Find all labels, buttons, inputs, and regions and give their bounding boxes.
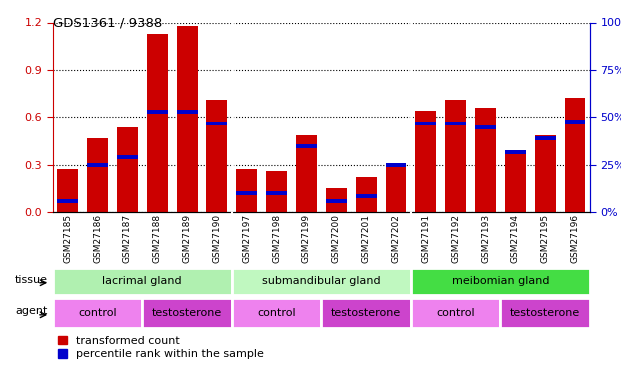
Bar	[564, 120, 586, 124]
Bar	[142, 298, 232, 328]
Text: testosterone: testosterone	[331, 308, 401, 318]
Text: GSM27189: GSM27189	[183, 214, 191, 263]
Bar	[326, 199, 347, 203]
Text: testosterone: testosterone	[510, 308, 580, 318]
Bar	[147, 33, 168, 212]
Text: GSM27201: GSM27201	[361, 214, 371, 263]
Text: GSM27192: GSM27192	[451, 214, 460, 263]
Text: GSM27193: GSM27193	[481, 214, 490, 263]
Text: GSM27197: GSM27197	[242, 214, 252, 263]
Text: control: control	[437, 308, 475, 318]
Bar	[386, 165, 406, 212]
Text: GSM27195: GSM27195	[541, 214, 550, 263]
Bar	[411, 268, 590, 295]
Bar	[57, 199, 78, 203]
Text: testosterone: testosterone	[152, 308, 222, 318]
Text: GSM27196: GSM27196	[571, 214, 579, 263]
Bar	[475, 124, 496, 129]
Bar	[505, 150, 526, 154]
Bar	[535, 136, 556, 140]
Bar	[87, 138, 108, 212]
Bar	[445, 100, 466, 212]
Bar	[53, 298, 142, 328]
Bar	[535, 135, 556, 212]
Text: control: control	[257, 308, 296, 318]
Bar	[117, 154, 138, 159]
Bar	[326, 188, 347, 212]
Bar	[53, 268, 232, 295]
Text: GSM27185: GSM27185	[63, 214, 72, 263]
Bar	[206, 122, 227, 126]
Text: GSM27202: GSM27202	[391, 214, 401, 263]
Bar	[296, 135, 317, 212]
Bar	[415, 122, 437, 126]
Legend: transformed count, percentile rank within the sample: transformed count, percentile rank withi…	[58, 336, 264, 359]
Bar	[266, 171, 287, 212]
Text: control: control	[78, 308, 117, 318]
Bar	[386, 162, 406, 166]
Bar	[415, 111, 437, 212]
Text: submandibular gland: submandibular gland	[262, 276, 381, 286]
Text: GSM27191: GSM27191	[421, 214, 430, 263]
Text: GSM27186: GSM27186	[93, 214, 102, 263]
Bar	[237, 191, 257, 195]
Text: GSM27188: GSM27188	[153, 214, 161, 263]
Text: GDS1361 / 9388: GDS1361 / 9388	[53, 17, 162, 30]
Bar	[501, 298, 590, 328]
Bar	[475, 108, 496, 212]
Bar	[117, 127, 138, 212]
Bar	[356, 194, 376, 198]
Bar	[237, 169, 257, 212]
Text: lacrimal gland: lacrimal gland	[102, 276, 182, 286]
Bar	[505, 153, 526, 212]
Bar	[322, 298, 411, 328]
Bar	[296, 144, 317, 148]
Bar	[87, 162, 108, 166]
Text: GSM27199: GSM27199	[302, 214, 311, 263]
Text: GSM27198: GSM27198	[272, 214, 281, 263]
Text: GSM27194: GSM27194	[511, 214, 520, 263]
Text: tissue: tissue	[15, 275, 48, 285]
Bar	[411, 298, 501, 328]
Bar	[232, 268, 411, 295]
Bar	[176, 111, 197, 114]
Bar	[564, 98, 586, 212]
Text: meibomian gland: meibomian gland	[451, 276, 549, 286]
Text: GSM27187: GSM27187	[123, 214, 132, 263]
Bar	[206, 100, 227, 212]
Bar	[57, 169, 78, 212]
Bar	[445, 122, 466, 126]
Bar	[147, 111, 168, 114]
Text: GSM27190: GSM27190	[212, 214, 222, 263]
Text: agent: agent	[16, 306, 48, 316]
Bar	[232, 298, 322, 328]
Bar	[176, 26, 197, 212]
Bar	[356, 177, 376, 212]
Text: GSM27200: GSM27200	[332, 214, 341, 263]
Bar	[266, 191, 287, 195]
